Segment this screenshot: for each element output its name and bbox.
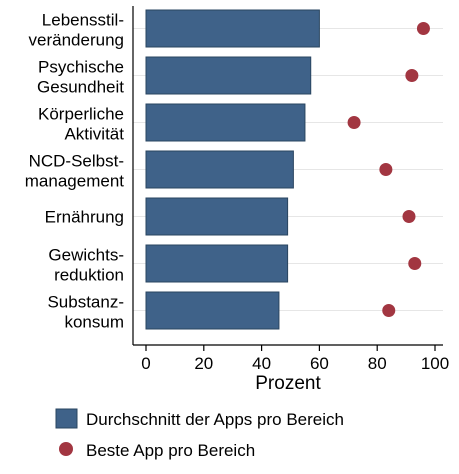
best-app-point [347, 116, 361, 129]
category-label: Substanz-konsum [47, 293, 124, 332]
x-axis-title: Prozent [255, 373, 321, 394]
best-app-point [408, 257, 422, 270]
x-tick-label: 0 [141, 354, 150, 373]
category-label: Ernährung [45, 208, 124, 227]
best-app-point [405, 69, 419, 82]
bar [145, 103, 306, 142]
x-tick-labels: 0 20 40 60 80 100 [141, 354, 449, 373]
category-labels: Lebensstil-veränderung Psychische Gesundhe… [25, 11, 125, 332]
best-app-point [379, 163, 393, 176]
bar [145, 291, 280, 330]
bar [145, 197, 289, 236]
x-tick-label: 40 [252, 354, 271, 373]
category-label: Psychische Gesundheit [37, 58, 124, 97]
bars [145, 9, 320, 330]
category-label: Lebensstil-veränderung [29, 11, 124, 50]
legend-swatch-bar [55, 408, 78, 429]
best-app-point [382, 304, 396, 317]
legend: Durchschnitt der Apps pro Bereich Beste … [55, 408, 344, 460]
bar [145, 244, 289, 283]
best-app-point [416, 22, 430, 35]
category-label: Gewichts-reduktion [48, 246, 124, 285]
legend-label-bar: Durchschnitt der Apps pro Bereich [86, 410, 344, 429]
bar [145, 56, 312, 95]
bar [145, 9, 320, 48]
best-app-point [402, 210, 416, 223]
x-tick-label: 80 [368, 354, 387, 373]
bar [145, 150, 294, 189]
x-tick-label: 100 [421, 354, 449, 373]
category-label: NCD-Selbst-management [25, 152, 125, 191]
x-tick-label: 20 [194, 354, 213, 373]
axes [132, 6, 443, 351]
category-label: Körperliche Aktivität [38, 105, 124, 144]
x-tick-label: 60 [310, 354, 329, 373]
legend-label-dot: Beste App pro Bereich [86, 441, 255, 460]
points [347, 22, 430, 317]
legend-swatch-dot [59, 442, 73, 456]
